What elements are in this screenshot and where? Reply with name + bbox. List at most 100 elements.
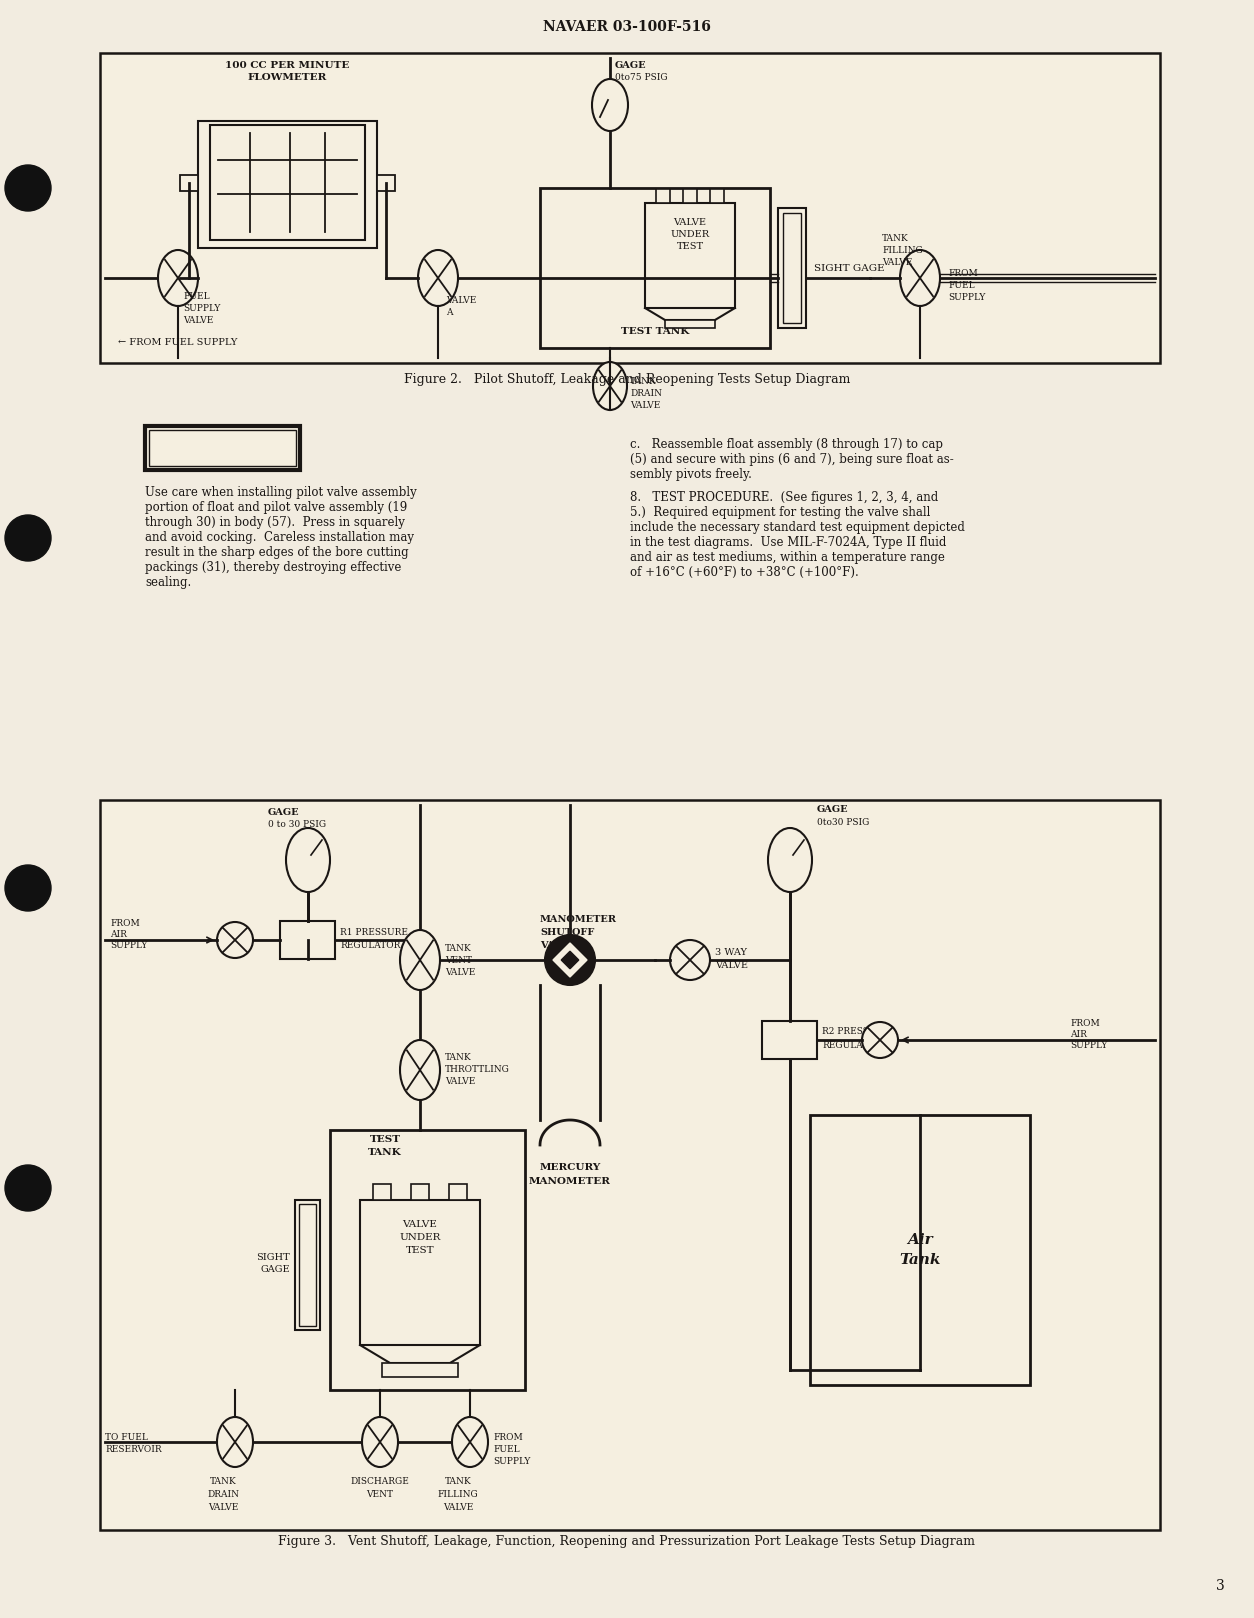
Text: TEST: TEST bbox=[406, 1246, 434, 1256]
Text: UNDER: UNDER bbox=[671, 230, 710, 239]
Ellipse shape bbox=[900, 251, 940, 306]
Bar bbox=[198, 121, 377, 248]
Text: VALVE: VALVE bbox=[403, 1220, 438, 1230]
Text: 0to75 PSIG: 0to75 PSIG bbox=[614, 73, 667, 83]
Text: NAVAER 03-100F-516: NAVAER 03-100F-516 bbox=[543, 19, 711, 34]
Text: TANK: TANK bbox=[445, 1053, 472, 1063]
Ellipse shape bbox=[451, 1417, 488, 1468]
Text: TANK: TANK bbox=[445, 943, 472, 953]
Text: CAUTION: CAUTION bbox=[173, 438, 272, 456]
Text: of +16°C (+60°F) to +38°C (+100°F).: of +16°C (+60°F) to +38°C (+100°F). bbox=[630, 566, 859, 579]
Circle shape bbox=[5, 866, 51, 911]
Bar bbox=[782, 214, 801, 324]
Text: 8.   TEST PROCEDURE.  (See figures 1, 2, 3, 4, and: 8. TEST PROCEDURE. (See figures 1, 2, 3,… bbox=[630, 490, 938, 503]
Text: in the test diagrams.  Use MIL-F-7024A, Type II fluid: in the test diagrams. Use MIL-F-7024A, T… bbox=[630, 536, 947, 549]
Text: VALVE: VALVE bbox=[445, 968, 475, 977]
Text: VENT: VENT bbox=[366, 1490, 394, 1498]
Text: TANK: TANK bbox=[445, 1477, 472, 1485]
Text: AIR: AIR bbox=[110, 930, 127, 938]
Bar bbox=[540, 188, 770, 348]
Text: SUPPLY: SUPPLY bbox=[493, 1456, 530, 1466]
Text: through 30) in body (57).  Press in squarely: through 30) in body (57). Press in squar… bbox=[145, 516, 405, 529]
Text: SIGHT: SIGHT bbox=[256, 1252, 290, 1262]
Bar bbox=[777, 209, 806, 328]
Text: TEST TANK: TEST TANK bbox=[621, 327, 690, 337]
Text: VALVE: VALVE bbox=[630, 401, 661, 409]
Text: SUPPLY: SUPPLY bbox=[183, 304, 221, 312]
Text: VALVE: VALVE bbox=[540, 942, 576, 950]
Bar bbox=[683, 189, 697, 202]
Text: REGULATOR: REGULATOR bbox=[823, 1040, 883, 1050]
Bar bbox=[330, 1129, 525, 1390]
Bar bbox=[181, 175, 198, 191]
Text: RESERVOIR: RESERVOIR bbox=[105, 1445, 162, 1453]
Bar bbox=[372, 1184, 391, 1201]
Text: R1 PRESSURE: R1 PRESSURE bbox=[341, 927, 409, 937]
Text: sealing.: sealing. bbox=[145, 576, 192, 589]
Text: Figure 2.   Pilot Shutoff, Leakage and Reopening Tests Setup Diagram: Figure 2. Pilot Shutoff, Leakage and Reo… bbox=[404, 374, 850, 387]
Text: TANK: TANK bbox=[209, 1477, 236, 1485]
Text: SUPPLY: SUPPLY bbox=[1070, 1040, 1107, 1050]
Bar bbox=[449, 1184, 466, 1201]
Bar bbox=[810, 1115, 1030, 1385]
Text: 3: 3 bbox=[1215, 1579, 1224, 1594]
Text: A: A bbox=[446, 307, 453, 317]
Text: 5.)  Required equipment for testing the valve shall: 5.) Required equipment for testing the v… bbox=[630, 506, 930, 519]
Text: MANOMETER: MANOMETER bbox=[540, 916, 617, 924]
Text: ← FROM FUEL SUPPLY: ← FROM FUEL SUPPLY bbox=[118, 338, 237, 346]
Bar bbox=[665, 320, 715, 328]
Text: FILLING: FILLING bbox=[438, 1490, 478, 1498]
Text: FROM: FROM bbox=[1070, 1019, 1100, 1027]
Text: TEST: TEST bbox=[676, 243, 703, 251]
Bar bbox=[281, 921, 336, 959]
Text: DISCHARGE: DISCHARGE bbox=[351, 1477, 410, 1485]
Bar bbox=[295, 1201, 320, 1330]
Bar bbox=[100, 53, 1160, 362]
Text: MANOMETER: MANOMETER bbox=[529, 1176, 611, 1186]
Ellipse shape bbox=[158, 251, 198, 306]
Text: SUPPLY: SUPPLY bbox=[110, 942, 148, 950]
Text: GAGE: GAGE bbox=[818, 806, 849, 814]
Bar bbox=[100, 799, 1160, 1531]
Text: SUPPLY: SUPPLY bbox=[948, 293, 986, 301]
Text: VALVE: VALVE bbox=[673, 218, 706, 227]
Text: and avoid cocking.  Careless installation may: and avoid cocking. Careless installation… bbox=[145, 531, 414, 544]
Ellipse shape bbox=[400, 1040, 440, 1100]
Text: R2 PRESSURE: R2 PRESSURE bbox=[823, 1027, 890, 1037]
Text: sembly pivots freely.: sembly pivots freely. bbox=[630, 468, 752, 481]
Bar bbox=[382, 1362, 458, 1377]
Ellipse shape bbox=[767, 828, 813, 892]
Ellipse shape bbox=[217, 1417, 253, 1468]
Text: REGULATOR: REGULATOR bbox=[341, 940, 401, 950]
Text: TEST: TEST bbox=[370, 1134, 400, 1144]
Text: 0 to 30 PSIG: 0 to 30 PSIG bbox=[268, 820, 326, 828]
Text: 0to30 PSIG: 0to30 PSIG bbox=[818, 819, 869, 827]
Text: AIR: AIR bbox=[1070, 1031, 1087, 1039]
Text: SHUTOFF: SHUTOFF bbox=[540, 929, 594, 937]
Text: result in the sharp edges of the bore cutting: result in the sharp edges of the bore cu… bbox=[145, 545, 409, 558]
Text: VENT: VENT bbox=[445, 956, 472, 964]
FancyBboxPatch shape bbox=[149, 430, 296, 466]
Circle shape bbox=[545, 935, 594, 985]
Text: DRAIN: DRAIN bbox=[630, 388, 662, 398]
Circle shape bbox=[5, 1165, 51, 1210]
Text: GAGE: GAGE bbox=[261, 1265, 290, 1275]
Text: include the necessary standard test equipment depicted: include the necessary standard test equi… bbox=[630, 521, 964, 534]
Text: 100 CC PER MINUTE: 100 CC PER MINUTE bbox=[226, 61, 350, 70]
Text: Figure 3.   Vent Shutoff, Leakage, Function, Reopening and Pressurization Port L: Figure 3. Vent Shutoff, Leakage, Functio… bbox=[278, 1535, 976, 1548]
Text: FROM: FROM bbox=[110, 919, 139, 929]
Circle shape bbox=[5, 165, 51, 210]
Ellipse shape bbox=[400, 930, 440, 990]
Text: FUEL: FUEL bbox=[183, 291, 209, 301]
Polygon shape bbox=[553, 943, 587, 977]
Text: VALVE: VALVE bbox=[443, 1503, 473, 1511]
Text: packings (31), thereby destroying effective: packings (31), thereby destroying effect… bbox=[145, 561, 401, 574]
Text: and air as test mediums, within a temperature range: and air as test mediums, within a temper… bbox=[630, 552, 944, 565]
Text: VALVE: VALVE bbox=[208, 1503, 238, 1511]
FancyBboxPatch shape bbox=[145, 426, 300, 469]
Text: TANK: TANK bbox=[369, 1149, 401, 1157]
Text: GAGE: GAGE bbox=[268, 807, 300, 817]
Text: FILLING: FILLING bbox=[882, 246, 923, 254]
Text: 3 WAY: 3 WAY bbox=[715, 948, 747, 956]
Ellipse shape bbox=[286, 828, 330, 892]
